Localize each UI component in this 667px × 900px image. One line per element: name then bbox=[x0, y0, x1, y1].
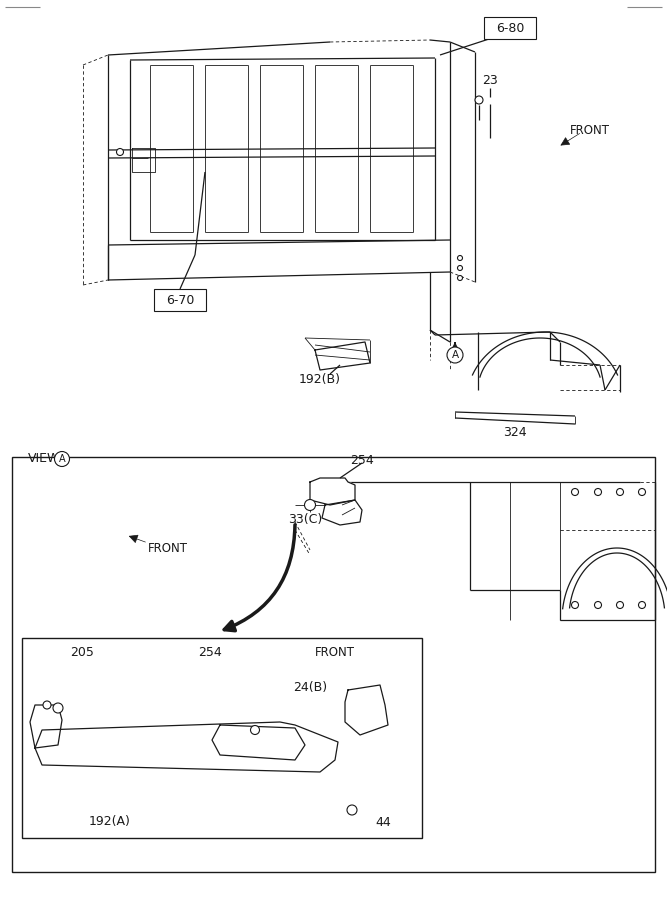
Text: 192(B): 192(B) bbox=[299, 374, 341, 386]
Text: 324: 324 bbox=[503, 426, 527, 438]
Text: A: A bbox=[59, 454, 65, 464]
Circle shape bbox=[43, 701, 51, 709]
Polygon shape bbox=[310, 478, 355, 505]
Circle shape bbox=[447, 347, 463, 363]
Circle shape bbox=[251, 725, 259, 734]
Polygon shape bbox=[35, 722, 338, 772]
Text: A: A bbox=[452, 350, 459, 360]
Text: 44: 44 bbox=[375, 815, 391, 829]
Circle shape bbox=[347, 805, 357, 815]
Circle shape bbox=[475, 96, 483, 104]
Circle shape bbox=[458, 275, 462, 281]
Polygon shape bbox=[315, 342, 370, 370]
Text: 6-70: 6-70 bbox=[166, 293, 194, 307]
Circle shape bbox=[572, 601, 578, 608]
Bar bbox=[22, 638, 422, 838]
Text: FRONT: FRONT bbox=[148, 542, 188, 554]
Text: 192(A): 192(A) bbox=[89, 815, 131, 829]
Circle shape bbox=[55, 452, 69, 466]
Text: 33(C): 33(C) bbox=[288, 514, 322, 526]
Bar bbox=[484, 17, 536, 39]
Polygon shape bbox=[322, 500, 362, 525]
Polygon shape bbox=[30, 705, 62, 748]
Polygon shape bbox=[212, 725, 305, 760]
Circle shape bbox=[616, 489, 624, 496]
Circle shape bbox=[594, 489, 602, 496]
Text: 6-80: 6-80 bbox=[496, 22, 524, 34]
Text: 254: 254 bbox=[198, 645, 222, 659]
Circle shape bbox=[458, 266, 462, 271]
Bar bbox=[12, 457, 655, 872]
Circle shape bbox=[458, 256, 462, 260]
Text: VIEW: VIEW bbox=[28, 453, 61, 465]
Circle shape bbox=[572, 489, 578, 496]
Polygon shape bbox=[345, 685, 388, 735]
Circle shape bbox=[638, 601, 646, 608]
Circle shape bbox=[117, 148, 123, 156]
Text: 23: 23 bbox=[482, 74, 498, 86]
Text: 205: 205 bbox=[70, 645, 94, 659]
Text: 254: 254 bbox=[350, 454, 374, 466]
Circle shape bbox=[305, 500, 315, 510]
Circle shape bbox=[638, 489, 646, 496]
Bar bbox=[154, 289, 206, 311]
Text: FRONT: FRONT bbox=[315, 645, 355, 659]
Circle shape bbox=[53, 703, 63, 713]
Circle shape bbox=[616, 601, 624, 608]
Text: 24(B): 24(B) bbox=[293, 681, 327, 695]
Text: FRONT: FRONT bbox=[570, 123, 610, 137]
Circle shape bbox=[594, 601, 602, 608]
